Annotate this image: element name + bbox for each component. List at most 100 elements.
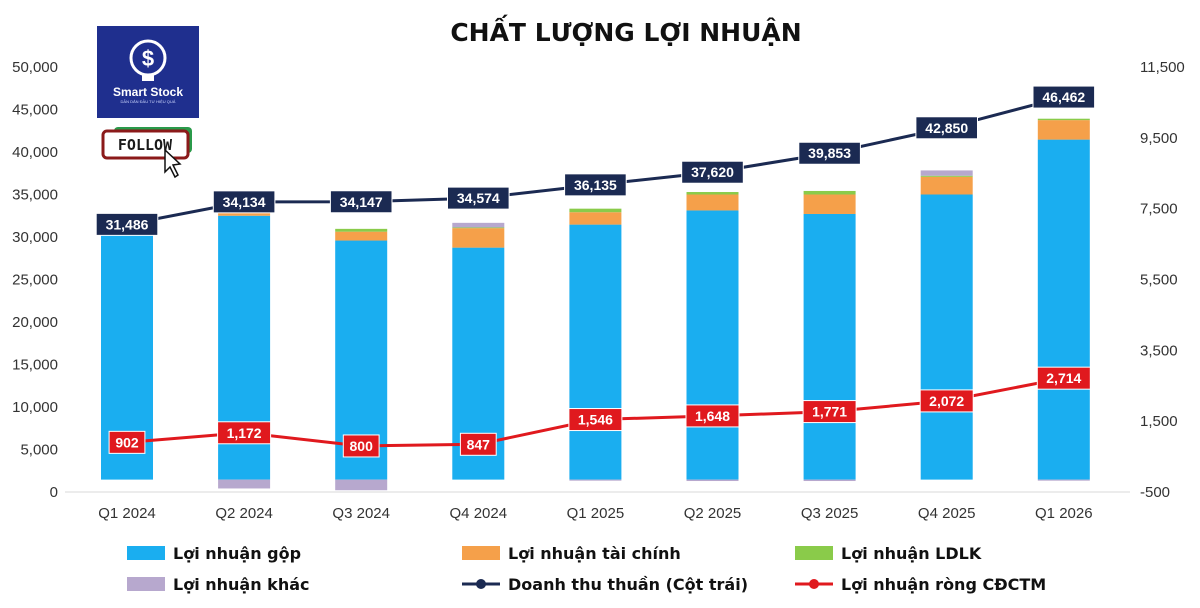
bar-financial-profit <box>1037 120 1090 140</box>
net-profit-label-box <box>108 430 146 454</box>
revenue-line-series: 31,486 34,134 34,147 34,574 36,135 37,620 39,8… <box>95 85 1096 236</box>
bar-associates-profit <box>920 175 973 177</box>
x-axis-categories: Q1 2024 Q2 2024 Q3 2024 Q4 2024 Q1 2025 Q2 20… <box>98 505 1092 522</box>
chart-title: CHẤT LƯỢNG LỢI NHUẬN <box>450 14 801 47</box>
bar-other-profit <box>335 479 388 491</box>
follow-label: FOLLOW <box>118 136 173 154</box>
bar-financial-profit <box>335 231 388 241</box>
x-axis-category-label: Q1 2025 <box>567 505 625 522</box>
bar-other-profit <box>803 479 856 482</box>
net-profit-data-label: 847 <box>467 436 491 452</box>
revenue-label-box <box>915 116 979 140</box>
bar-associates-profit <box>335 228 388 232</box>
bar-other-profit <box>1037 479 1090 481</box>
bar-gross-profit <box>1037 139 1090 480</box>
x-axis-category-label: Q2 2024 <box>215 505 273 522</box>
x-axis-category-label: Q3 2025 <box>801 505 859 522</box>
bar-other-profit <box>686 479 739 482</box>
legend-label: Lợi nhuận tài chính <box>508 544 681 563</box>
left-axis-tick: 45,000 <box>12 102 58 119</box>
left-axis: 0 5,000 10,000 15,000 20,000 25,000 30,000 35,0… <box>12 59 58 501</box>
x-axis-category-label: Q3 2024 <box>332 505 390 522</box>
net-profit-label-box <box>459 432 497 456</box>
bar-associates-profit <box>686 192 739 195</box>
bar-financial-profit <box>920 176 973 195</box>
revenue-data-label: 42,850 <box>925 120 968 136</box>
legend-label: Lợi nhuận khác <box>173 575 309 594</box>
left-axis-tick: 10,000 <box>12 399 58 416</box>
right-axis-tick: 1,500 <box>1140 413 1178 430</box>
net-profit-label-box <box>802 400 857 424</box>
logo-tagline: DẪN DẮN ĐẦU TƯ HIỆU QUẢ <box>121 99 176 104</box>
bar-associates-profit <box>803 190 856 195</box>
net-profit-label-box <box>1036 366 1091 390</box>
left-axis-tick: 25,000 <box>12 272 58 289</box>
left-axis-tick: 20,000 <box>12 314 58 331</box>
bar-financial-profit <box>569 212 622 225</box>
right-axis-tick: 3,500 <box>1140 342 1178 359</box>
revenue-data-label: 37,620 <box>691 164 734 180</box>
net-profit-label-box <box>685 404 740 428</box>
bar-other-profit <box>569 479 622 481</box>
net-profit-data-label: 2,714 <box>1046 370 1081 386</box>
right-axis-tick: 5,500 <box>1140 272 1178 289</box>
net-profit-label-box <box>217 421 272 445</box>
net-profit-data-label: 1,648 <box>695 408 730 424</box>
x-axis-category-label: Q4 2025 <box>918 505 976 522</box>
revenue-data-label: 34,574 <box>457 190 500 206</box>
bar-other-profit <box>920 170 973 176</box>
net-profit-label-box <box>342 434 380 458</box>
revenue-label-box <box>95 212 159 236</box>
revenue-data-label: 31,486 <box>106 216 149 232</box>
smart-stock-logo: $ Smart Stock DẪN DẮN ĐẦU TƯ HIỆU QUẢ <box>97 26 199 118</box>
net-profit-label-box <box>568 408 623 432</box>
revenue-label-box <box>329 190 393 214</box>
net-profit-data-label: 2,072 <box>929 393 964 409</box>
left-axis-tick: 50,000 <box>12 59 58 76</box>
net-profit-data-label: 1,172 <box>227 425 262 441</box>
revenue-data-label: 34,134 <box>223 194 266 210</box>
lightbulb-base <box>142 74 154 81</box>
bar-gross-profit <box>569 224 622 480</box>
bar-other-profit <box>452 222 505 228</box>
legend-label: Lợi nhuận gộp <box>173 544 301 563</box>
revenue-label-box <box>1032 85 1096 109</box>
bar-financial-profit <box>452 228 505 248</box>
net-profit-data-label: 902 <box>115 434 139 450</box>
bar-associates-profit <box>452 227 505 229</box>
revenue-data-label: 36,135 <box>574 177 617 193</box>
x-axis-category-label: Q1 2026 <box>1035 505 1093 522</box>
revenue-label-box <box>681 160 744 184</box>
legend: Lợi nhuận gộp Lợi nhuận tài chính Lợi nhuậ… <box>127 544 1046 594</box>
left-axis-tick: 5,000 <box>20 442 58 459</box>
legend-swatch <box>127 546 165 560</box>
right-axis-tick: 7,500 <box>1140 201 1178 218</box>
bar-financial-profit <box>686 194 739 211</box>
revenue-data-label: 34,147 <box>340 194 383 210</box>
dollar-icon: $ <box>142 46 154 71</box>
revenue-label-box <box>564 173 627 197</box>
legend-swatch <box>127 577 165 591</box>
legend-marker <box>809 579 819 589</box>
legend-marker <box>476 579 486 589</box>
net-profit-data-label: 800 <box>350 438 374 454</box>
legend-label: Doanh thu thuần (Cột trái) <box>508 575 748 594</box>
net-profit-label-box <box>919 389 974 413</box>
bar-gross-profit <box>920 194 973 480</box>
right-axis-tick: 9,500 <box>1140 130 1178 147</box>
x-axis-category-label: Q4 2024 <box>450 505 508 522</box>
net-profit-data-label: 1,771 <box>812 404 847 420</box>
stacked-bars <box>101 118 1090 491</box>
logo-name: Smart Stock <box>113 85 183 99</box>
right-axis: -500 1,500 3,500 5,500 7,500 9,500 11,500 <box>1140 59 1185 501</box>
right-axis-tick: 11,500 <box>1140 59 1185 76</box>
left-axis-tick: 30,000 <box>12 229 58 246</box>
legend-label: Lợi nhuận LDLK <box>841 544 982 563</box>
net-profit-data-label: 1,546 <box>578 412 613 428</box>
bar-associates-profit <box>569 208 622 213</box>
left-axis-tick: 0 <box>50 484 58 501</box>
revenue-label-box <box>798 141 861 165</box>
bar-gross-profit <box>803 213 856 480</box>
follow-badge[interactable]: FOLLOW <box>101 127 192 179</box>
